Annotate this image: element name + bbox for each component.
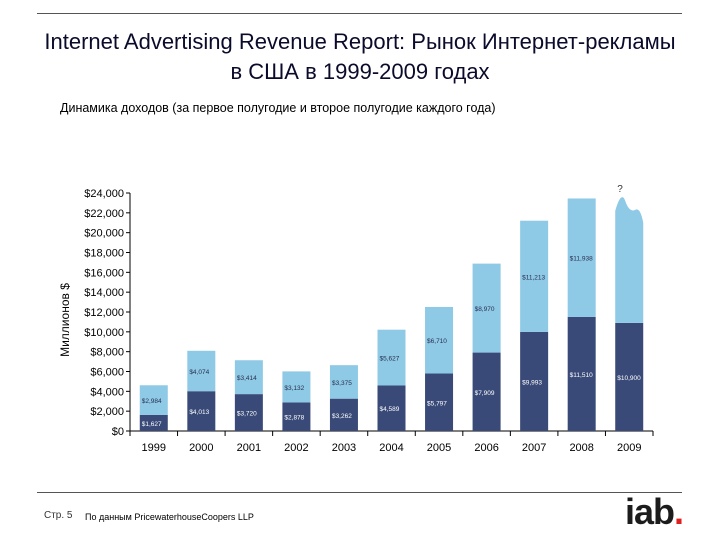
bar-first-half: [472, 352, 501, 431]
y-tick-label: $24,000: [84, 188, 124, 200]
data-label-second-half: $3,132: [284, 385, 304, 392]
x-tick-label: 2006: [474, 442, 498, 454]
x-tick-label: 2008: [569, 442, 593, 454]
data-label-first-half: $2,878: [284, 415, 304, 422]
data-label-first-half: $7,909: [475, 390, 495, 397]
y-tick-label: $20,000: [84, 228, 124, 240]
logo-dot: .: [674, 491, 684, 532]
bar-second-half: [567, 198, 596, 317]
data-label-first-half: $9,993: [522, 379, 542, 386]
bar-first-half: [187, 391, 216, 431]
bar-first-half: [282, 402, 311, 431]
data-label-first-half: $4,013: [189, 409, 209, 416]
bar-second-half: [329, 365, 358, 399]
x-tick-label: 2000: [189, 442, 213, 454]
data-label-first-half: $3,262: [332, 413, 352, 420]
data-label-first-half: $5,797: [427, 400, 447, 407]
data-label-second-half: $4,074: [189, 369, 209, 376]
iab-logo: iab.: [625, 491, 684, 532]
x-tick-label: 2002: [284, 442, 308, 454]
x-tick-label: 2009: [617, 442, 641, 454]
y-tick-label: $6,000: [90, 367, 124, 379]
bar-second-half: [187, 350, 216, 392]
page-title: Internet Advertising Revenue Report: Рын…: [44, 29, 676, 84]
x-tick-label: 2001: [237, 442, 261, 454]
bar-second-half: [472, 263, 501, 353]
x-tick-label: 1999: [142, 442, 166, 454]
x-tick-label: 2003: [332, 442, 356, 454]
y-tick-label: $16,000: [84, 267, 124, 279]
data-label-second-half: $3,414: [237, 375, 257, 382]
y-tick-label: $2,000: [90, 406, 124, 418]
bar-first-half: [615, 322, 644, 431]
bar-second-half: [282, 371, 311, 403]
y-tick-label: $12,000: [84, 307, 124, 319]
forecast-annotation: ?: [617, 184, 623, 195]
data-label-first-half: $1,627: [142, 421, 162, 428]
y-tick-label: $14,000: [84, 287, 124, 299]
bar-second-half: [377, 329, 406, 386]
bar-second-half: [234, 360, 263, 395]
data-label-second-half: $6,710: [427, 338, 447, 345]
y-tick-label: $0: [112, 426, 124, 438]
bar-first-half: [425, 373, 454, 431]
bottom-rule: [37, 492, 682, 493]
data-label-first-half: $3,720: [237, 411, 257, 418]
data-label-second-half: $11,213: [522, 274, 545, 281]
data-label-first-half: $4,589: [380, 406, 400, 413]
x-tick-label: 2007: [522, 442, 546, 454]
x-tick-label: 2004: [379, 442, 403, 454]
data-label-first-half: $10,900: [617, 375, 641, 382]
data-label-second-half: $5,627: [380, 356, 400, 363]
bar-first-half: [329, 398, 358, 431]
bar-second-half: [425, 306, 454, 374]
data-label-first-half: $11,510: [570, 372, 593, 379]
y-tick-label: $10,000: [84, 327, 124, 339]
data-label-second-half: $11,938: [570, 256, 593, 263]
bar-second-half: [520, 220, 549, 332]
page-number: Стр. 5: [44, 510, 73, 521]
data-label-second-half: $2,984: [142, 398, 162, 405]
bar-first-half: [567, 316, 596, 431]
top-rule: [37, 13, 682, 14]
bar-second-half: [139, 385, 168, 415]
bar-first-half: [234, 394, 263, 431]
source-note: По данным PricewaterhouseCoopers LLP: [85, 512, 254, 522]
y-tick-label: $22,000: [84, 208, 124, 220]
logo-text: iab: [625, 491, 675, 532]
bar-first-half: [520, 331, 549, 431]
chart-subtitle: Динамика доходов (за первое полугодие и …: [60, 101, 496, 115]
y-tick-label: $8,000: [90, 347, 124, 359]
bar-first-half: [377, 385, 406, 431]
bar-first-half: [139, 414, 168, 431]
x-tick-label: 2005: [427, 442, 451, 454]
y-tick-label: $4,000: [90, 386, 124, 398]
y-tick-label: $18,000: [84, 248, 124, 260]
data-label-second-half: $3,375: [332, 380, 352, 387]
data-label-second-half: $8,970: [475, 306, 495, 313]
bar-second-half-projected: [615, 197, 644, 323]
